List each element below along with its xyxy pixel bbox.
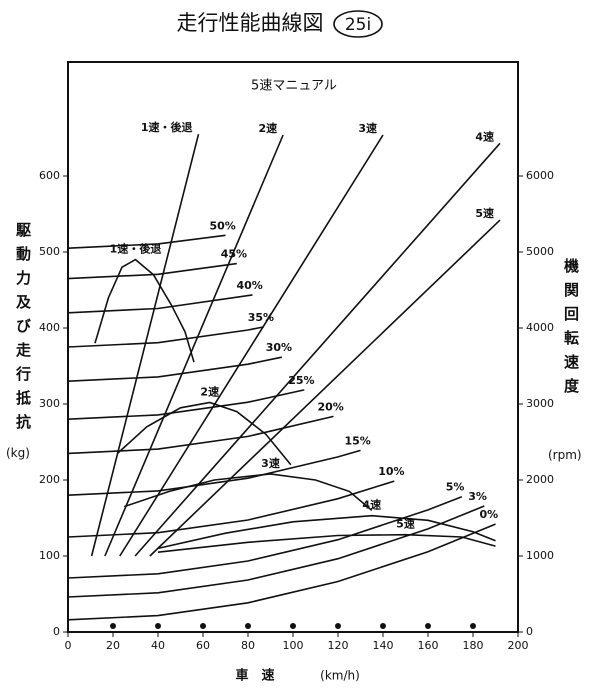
- x-axis-unit: (km/h): [320, 669, 360, 683]
- x-tick-label: 20: [106, 639, 120, 652]
- rpm-line: [104, 134, 284, 557]
- series-label: 20%: [318, 400, 344, 413]
- y2-tick-label: 3000: [526, 397, 554, 410]
- axis-dot: [200, 623, 206, 629]
- series-label: 3%: [468, 490, 487, 503]
- force-curve: [67, 234, 226, 249]
- y2-tick-label: 0: [526, 625, 533, 638]
- force-curve: [67, 505, 485, 598]
- x-tick-label: 100: [283, 639, 304, 652]
- series-label: 10%: [378, 465, 404, 478]
- y-axis-label: 駆動力及び走行抵抗: [14, 222, 32, 438]
- subtitle: 5速マニュアル: [251, 79, 337, 94]
- series-label: 1速・後退: [141, 120, 193, 134]
- y2-tick-label: 2000: [526, 473, 554, 486]
- y2-axis-unit: (rpm): [548, 448, 582, 462]
- series-label: 30%: [266, 341, 292, 354]
- series-label: 2速: [200, 384, 219, 398]
- y2-tick-label: 6000: [526, 169, 554, 182]
- y-tick-label: 100: [39, 549, 60, 562]
- series-label: 0%: [480, 508, 499, 521]
- axis-dot: [470, 623, 476, 629]
- series-label: 50%: [210, 219, 236, 232]
- chart-title: 走行性能曲線図: [177, 11, 324, 35]
- y-tick-label: 0: [53, 625, 60, 638]
- x-tick-label: 80: [241, 639, 255, 652]
- title-badge: 25i: [345, 15, 371, 35]
- force-curve: [157, 514, 496, 550]
- series-label: 35%: [248, 311, 274, 324]
- rpm-line: [134, 142, 501, 557]
- series-label: 4速: [475, 129, 494, 143]
- axis-dot: [110, 623, 116, 629]
- force-curve: [67, 294, 253, 314]
- force-curve: [67, 523, 496, 621]
- x-axis-label: 車 速: [235, 668, 274, 684]
- force-curve: [67, 356, 282, 382]
- x-tick-label: 40: [151, 639, 165, 652]
- series-label: 1速・後退: [110, 242, 162, 256]
- y-tick-label: 500: [39, 245, 60, 258]
- x-tick-label: 160: [418, 639, 439, 652]
- plot-frame: [67, 61, 519, 633]
- series-label: 40%: [237, 279, 263, 292]
- series-label: 4速: [362, 498, 381, 512]
- force-curve: [67, 480, 395, 538]
- y2-tick-label: 5000: [526, 245, 554, 258]
- force-curve: [67, 415, 334, 455]
- series-label: 5%: [446, 481, 465, 494]
- x-tick-label: 60: [196, 639, 210, 652]
- y-tick-label: 400: [39, 321, 60, 334]
- axis-dot: [155, 623, 161, 629]
- series-label: 2速: [258, 121, 277, 135]
- x-tick-label: 140: [373, 639, 394, 652]
- rpm-line: [149, 219, 501, 557]
- x-tick-label: 180: [463, 639, 484, 652]
- axis-dot: [380, 623, 386, 629]
- y-tick-label: 200: [39, 473, 60, 486]
- series-label: 3速: [358, 121, 377, 135]
- x-tick-label: 0: [65, 639, 72, 652]
- series-label: 5速: [396, 517, 415, 531]
- x-tick-label: 120: [328, 639, 349, 652]
- force-curve: [157, 533, 496, 553]
- title-badge-ring: [333, 10, 383, 38]
- force-curve: [67, 449, 361, 496]
- axis-dot: [245, 623, 251, 629]
- axis-dot: [425, 623, 431, 629]
- force-curve: [94, 258, 195, 363]
- series-label: 15%: [345, 434, 371, 447]
- y2-tick-label: 4000: [526, 321, 554, 334]
- force-curve: [124, 473, 373, 512]
- y-axis-unit: (kg): [6, 446, 30, 460]
- x-tick-label: 200: [508, 639, 529, 652]
- force-curve: [116, 401, 292, 466]
- rpm-line: [90, 134, 200, 557]
- series-label: 3速: [261, 456, 280, 470]
- force-curve: [67, 495, 463, 579]
- axis-dot: [335, 623, 341, 629]
- series-label: 45%: [221, 248, 247, 261]
- y-tick-label: 300: [39, 397, 60, 410]
- y-tick-label: 600: [39, 169, 60, 182]
- y2-tick-label: 1000: [526, 549, 554, 562]
- series-label: 5速: [475, 206, 494, 220]
- axis-dot: [290, 623, 296, 629]
- series-label: 25%: [288, 374, 314, 387]
- force-curve: [67, 326, 264, 348]
- force-curve: [67, 262, 237, 280]
- y2-axis-label: 機関回転速度: [562, 258, 580, 402]
- rpm-line: [119, 134, 384, 557]
